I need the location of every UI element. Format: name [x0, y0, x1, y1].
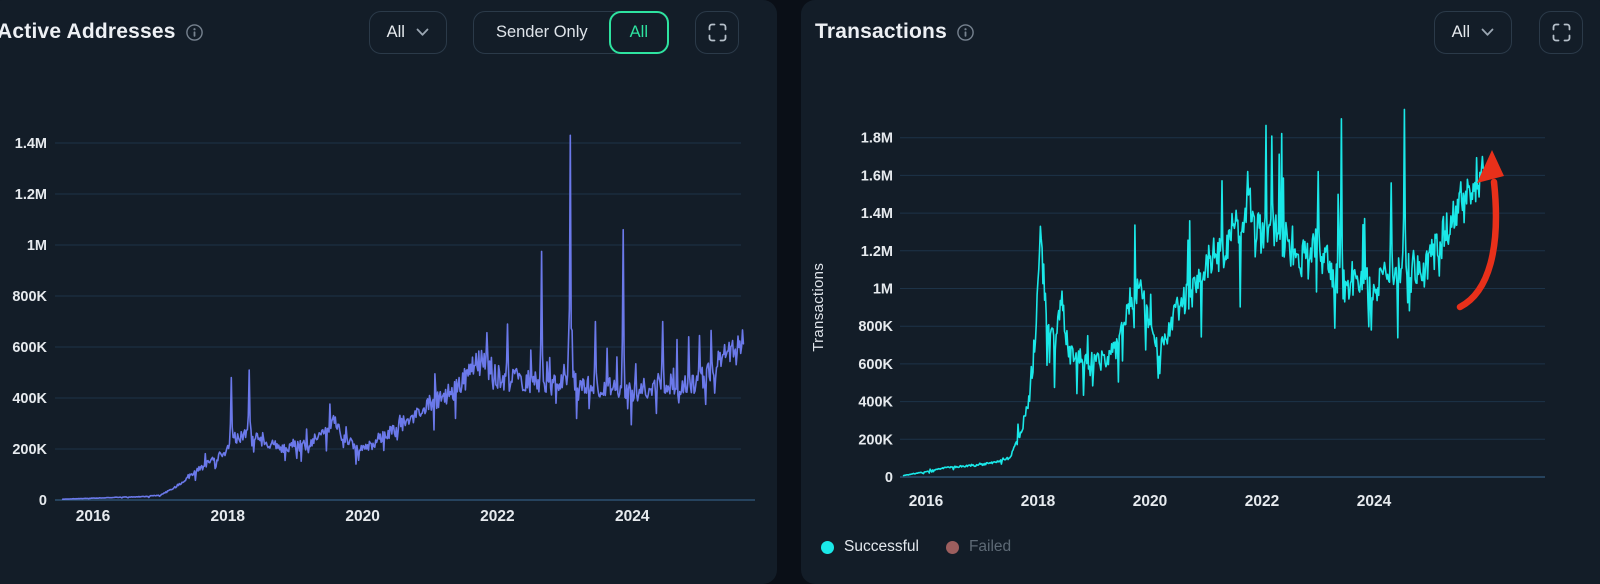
x-tick-label: 2022	[1245, 493, 1279, 510]
fullscreen-icon	[1552, 23, 1570, 41]
series-line-successful	[902, 108, 1485, 477]
active-addresses-header: Active Addresses All Sender Only All	[0, 0, 777, 64]
active-addresses-chart[interactable]: 0 200K 400K 600K 800K 1M 1.2M 1.4M 2016 2018 2020 2…	[0, 70, 777, 532]
x-tick-label: 2020	[1133, 493, 1167, 510]
legend-item-successful[interactable]: Successful	[821, 538, 919, 556]
fullscreen-button[interactable]	[695, 10, 739, 54]
y-tick-label: 0	[885, 470, 893, 486]
timerange-dropdown-value: All	[386, 22, 405, 41]
trend-arrow-head-icon	[1477, 150, 1504, 183]
sender-filter-toggle: Sender Only All	[472, 10, 669, 54]
y-tick-label: 0	[39, 493, 47, 509]
chevron-down-icon	[416, 28, 429, 36]
y-tick-label: 1.2M	[15, 187, 47, 203]
y-tick-label: 400K	[858, 395, 893, 411]
y-axis-title: Transactions	[810, 263, 827, 352]
fullscreen-icon	[708, 23, 726, 41]
trend-arrow-annotation	[1456, 178, 1500, 311]
transactions-header: Transactions All	[801, 0, 1600, 64]
info-icon[interactable]	[957, 23, 974, 41]
timerange-dropdown-value: All	[1451, 22, 1470, 41]
x-tick-label: 2018	[211, 508, 246, 525]
x-tick-label: 2024	[615, 508, 650, 525]
active-addresses-panel: Active Addresses All Sender Only All	[0, 0, 777, 584]
x-tick-label: 2020	[345, 508, 379, 525]
toggle-option-all[interactable]: All	[608, 10, 669, 54]
page-title-active-addresses: Active Addresses	[0, 20, 176, 43]
x-tick-label: 2024	[1357, 493, 1392, 510]
y-tick-label: 800K	[858, 319, 893, 335]
fullscreen-button[interactable]	[1539, 10, 1583, 54]
info-icon[interactable]	[185, 23, 203, 41]
toggle-option-sender-only[interactable]: Sender Only	[495, 22, 588, 41]
y-tick-label: 200K	[12, 442, 47, 458]
y-tick-label: 1.6M	[861, 168, 893, 184]
y-tick-label: 1.2M	[861, 244, 893, 260]
transactions-chart[interactable]: 0 200K 400K 600K 800K 1M 1.2M 1.4M 1.6M 1.8M 2016 2…	[801, 70, 1600, 512]
failed-dot-icon	[945, 540, 959, 554]
legend-label: Failed	[968, 538, 1012, 555]
legend-item-failed[interactable]: Failed	[945, 538, 1012, 556]
y-tick-label: 1.4M	[15, 136, 47, 152]
chevron-down-icon	[1481, 28, 1494, 36]
transactions-panel: Transactions All 0 200K 400K 600K 800K 1M 1.2M…	[801, 0, 1600, 584]
y-tick-label: 1M	[873, 282, 893, 298]
timerange-dropdown[interactable]: All	[368, 10, 447, 54]
timerange-dropdown[interactable]: All	[1433, 10, 1512, 54]
x-tick-label: 2018	[1021, 493, 1056, 510]
chart-legend: Successful Failed	[821, 538, 1011, 556]
legend-label: Successful	[844, 538, 919, 555]
y-tick-label: 400K	[12, 391, 47, 407]
series-line-active-addresses	[61, 134, 745, 501]
y-tick-label: 1.4M	[861, 206, 893, 222]
page-title-transactions: Transactions	[815, 20, 947, 43]
x-tick-label: 2016	[909, 493, 944, 510]
y-tick-label: 1.8M	[861, 131, 893, 147]
y-tick-label: 200K	[858, 432, 893, 448]
successful-dot-icon	[821, 540, 834, 554]
y-tick-label: 800K	[12, 289, 47, 305]
y-tick-label: 600K	[12, 340, 47, 356]
x-tick-label: 2016	[76, 508, 111, 525]
y-tick-label: 600K	[858, 357, 893, 373]
y-tick-label: 1M	[27, 238, 47, 254]
x-tick-label: 2022	[480, 508, 514, 525]
